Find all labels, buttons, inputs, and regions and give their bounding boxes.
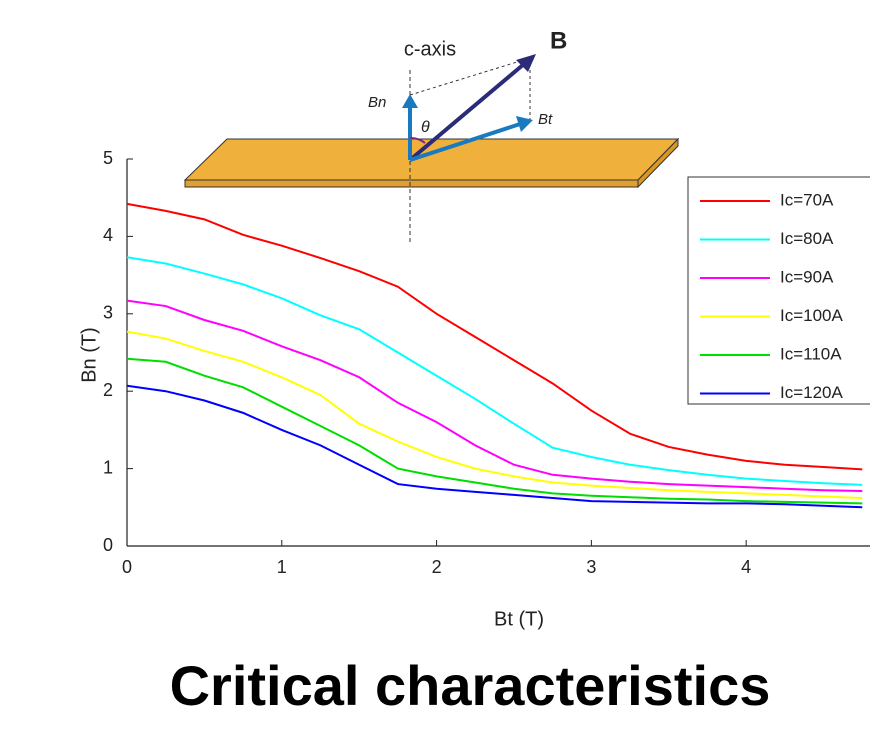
vector-bt: [409, 122, 521, 162]
data-line: [126, 330, 863, 500]
arrowhead: [516, 116, 533, 132]
arrowhead: [516, 54, 536, 72]
y-tick-label: 4: [103, 225, 113, 245]
data-line: [126, 357, 863, 505]
y-tick-label: 2: [103, 380, 113, 400]
y-tick-label: 0: [103, 535, 113, 555]
y-tick-label: 1: [103, 457, 113, 477]
x-tick-label: 1: [277, 557, 287, 577]
guide-line: [409, 57, 531, 96]
x-tick-label: 4: [741, 557, 751, 577]
legend-label: Ic=70A: [780, 190, 834, 209]
angle-arc: [409, 136, 426, 144]
x-tick-label: 0: [122, 557, 132, 577]
plot-area: [126, 202, 863, 509]
data-line: [126, 384, 863, 509]
data-line: [126, 299, 863, 493]
vector-label: B: [550, 27, 567, 54]
legend-label: Ic=110A: [780, 344, 842, 363]
legend-label: Ic=120A: [780, 383, 844, 402]
x-tick-label: 2: [432, 557, 442, 577]
tape-top: [183, 138, 680, 181]
y-axis-label: Bn (T): [78, 327, 100, 383]
arrowhead: [402, 94, 418, 108]
data-line: [126, 202, 863, 471]
c-axis-label: c-axis: [404, 38, 456, 60]
chart-title: Critical characteristics: [170, 654, 771, 717]
inset-diagram: c-axis B Bn Bt θ: [183, 27, 680, 245]
bn-label: Bn: [368, 94, 386, 111]
data-line: [126, 256, 863, 486]
y-tick-label: 3: [103, 303, 113, 323]
tape-side: [637, 137, 679, 189]
legend: [687, 176, 870, 405]
bt-label: Bt: [538, 111, 553, 128]
angle-label: θ: [421, 119, 430, 136]
vector-b: [408, 62, 526, 162]
x-tick-label: 3: [586, 557, 596, 577]
x-axis-label: Bt (T): [494, 608, 544, 630]
y-tick-label: 5: [103, 148, 113, 168]
legend-label: Ic=80A: [780, 229, 834, 248]
legend-label: Ic=90A: [780, 267, 834, 286]
legend-label: Ic=100A: [780, 306, 844, 325]
tape-front: [184, 179, 639, 188]
